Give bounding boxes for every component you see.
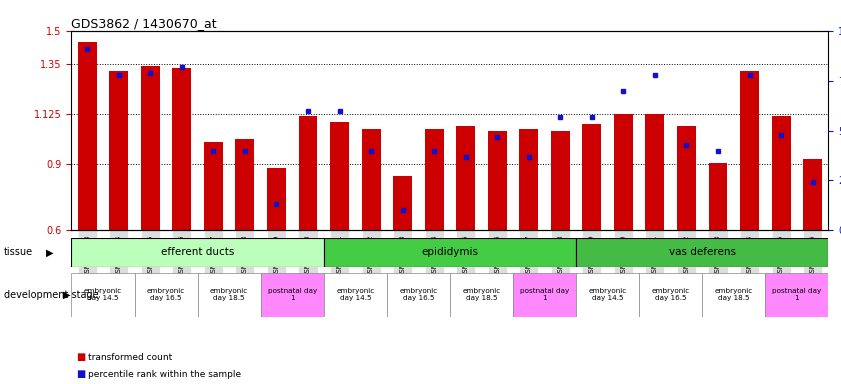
- Text: vas deferens: vas deferens: [669, 247, 736, 258]
- Bar: [425, 129, 443, 230]
- Text: GDS3862 / 1430670_at: GDS3862 / 1430670_at: [71, 17, 217, 30]
- Bar: [204, 142, 223, 230]
- Text: embryonic
day 14.5: embryonic day 14.5: [336, 288, 374, 301]
- Text: embryonic
day 14.5: embryonic day 14.5: [84, 288, 122, 301]
- Text: tissue: tissue: [4, 247, 34, 258]
- Bar: [140, 66, 160, 230]
- Bar: [330, 122, 349, 230]
- Bar: [639, 273, 702, 317]
- Bar: [771, 116, 791, 230]
- Text: transformed count: transformed count: [88, 353, 172, 362]
- Bar: [324, 273, 387, 317]
- Text: embryonic
day 14.5: embryonic day 14.5: [589, 288, 627, 301]
- Bar: [803, 159, 822, 230]
- Text: ■: ■: [76, 352, 85, 362]
- Bar: [614, 114, 632, 230]
- Bar: [267, 168, 286, 230]
- Bar: [740, 71, 759, 230]
- Text: embryonic
day 16.5: embryonic day 16.5: [147, 288, 185, 301]
- Bar: [362, 129, 380, 230]
- Bar: [551, 131, 569, 230]
- Bar: [71, 273, 135, 317]
- Text: embryonic
day 18.5: embryonic day 18.5: [210, 288, 248, 301]
- Text: efferent ducts: efferent ducts: [161, 247, 235, 258]
- Bar: [677, 126, 696, 230]
- Bar: [513, 273, 576, 317]
- Bar: [702, 273, 765, 317]
- Bar: [77, 42, 97, 230]
- Text: embryonic
day 18.5: embryonic day 18.5: [715, 288, 753, 301]
- Text: development stage: development stage: [4, 290, 99, 300]
- Bar: [387, 273, 450, 317]
- Text: postnatal day
1: postnatal day 1: [772, 288, 822, 301]
- Bar: [456, 126, 475, 230]
- Bar: [198, 273, 261, 317]
- Text: postnatal day
1: postnatal day 1: [520, 288, 569, 301]
- Bar: [519, 129, 538, 230]
- Bar: [488, 131, 506, 230]
- Bar: [765, 273, 828, 317]
- Text: embryonic
day 18.5: embryonic day 18.5: [463, 288, 500, 301]
- Bar: [135, 273, 198, 317]
- Bar: [708, 163, 727, 230]
- Bar: [450, 273, 513, 317]
- Text: ▶: ▶: [63, 290, 71, 300]
- Text: epididymis: epididymis: [421, 247, 479, 258]
- Text: ▶: ▶: [46, 247, 54, 258]
- Bar: [235, 139, 254, 230]
- Text: embryonic
day 16.5: embryonic day 16.5: [652, 288, 690, 301]
- Bar: [645, 114, 664, 230]
- Bar: [71, 238, 324, 267]
- Bar: [324, 238, 576, 267]
- Bar: [299, 116, 317, 230]
- Text: percentile rank within the sample: percentile rank within the sample: [88, 370, 241, 379]
- Bar: [261, 273, 324, 317]
- Text: ■: ■: [76, 369, 85, 379]
- Bar: [109, 71, 128, 230]
- Text: embryonic
day 16.5: embryonic day 16.5: [399, 288, 437, 301]
- Bar: [172, 68, 191, 230]
- Bar: [576, 273, 639, 317]
- Bar: [393, 176, 412, 230]
- Bar: [576, 238, 828, 267]
- Bar: [582, 124, 601, 230]
- Text: postnatal day
1: postnatal day 1: [267, 288, 317, 301]
